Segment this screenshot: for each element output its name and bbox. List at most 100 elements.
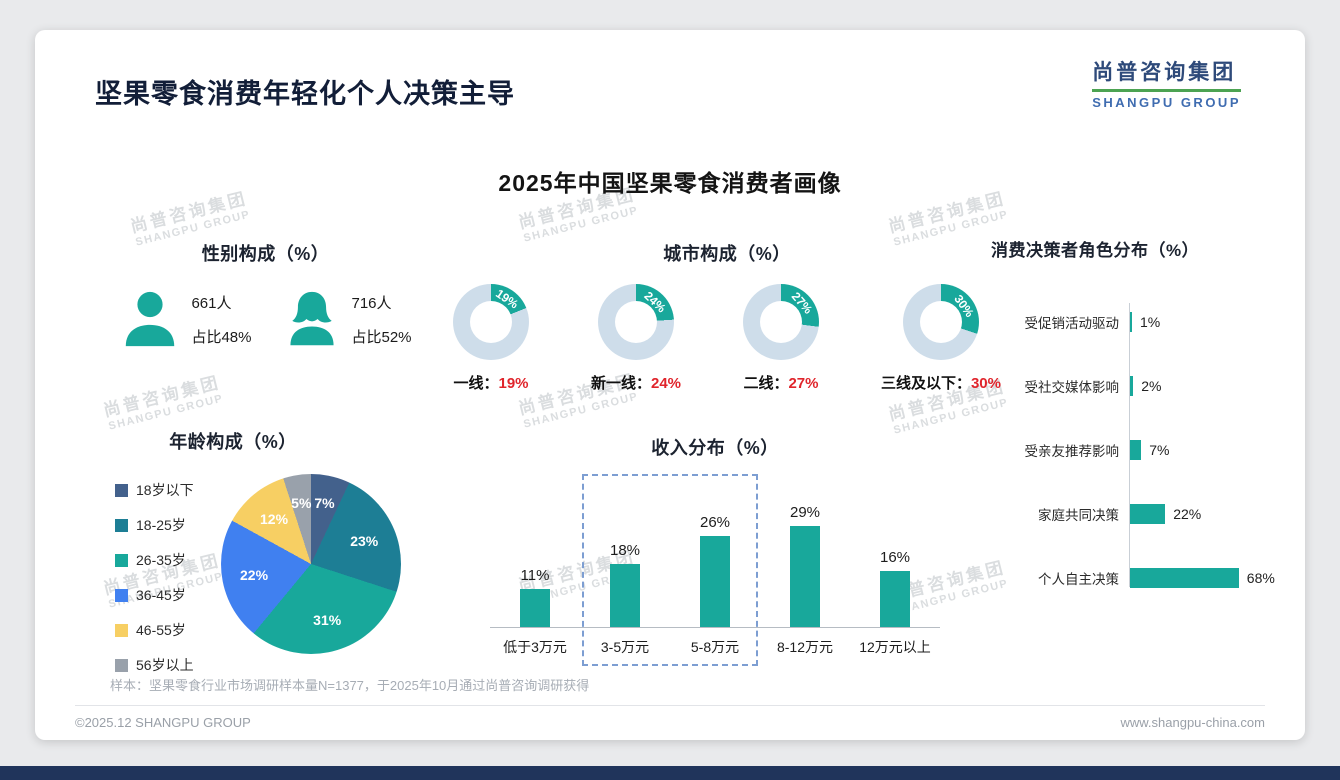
slide-footer: ©2025.12 SHANGPU GROUP www.shangpu-china… [75, 705, 1265, 730]
income-bar-value: 18% [609, 542, 641, 559]
age-legend-label: 36-45岁 [136, 587, 186, 603]
pie-slice-label: 23% [350, 532, 379, 549]
pie-slice-label: 12% [260, 511, 289, 528]
decision-category-label: 受社交媒体影响 [1024, 380, 1120, 395]
footer-website-link[interactable]: www.shangpu-china.com [1120, 715, 1265, 730]
footer-copyright: ©2025.12 SHANGPU GROUP [75, 715, 251, 730]
income-bar-value: 11% [520, 566, 550, 584]
male-texts: 661人 占比48% [191, 292, 251, 347]
age-legend-item: 26-35岁 [115, 550, 194, 570]
pie-slice-label: 7% [314, 495, 335, 512]
gender-items: 661人 占比48% 716人 占比52% [93, 288, 438, 350]
female-count: 716人 [351, 294, 392, 312]
income-bar-chart: 11% 18% 26% 29% 16% 低于3万元 3-5万元 5-8万元 8-12万元 12万… [490, 474, 940, 666]
decision-category-label: 家庭共同决策 [1038, 508, 1119, 523]
age-pie-chart: 7% 23% 31% 22% 12% 5% [221, 474, 401, 654]
donut-hole [919, 301, 962, 343]
decision-axis-line [1129, 303, 1130, 587]
age-legend-label: 18岁以下 [136, 482, 194, 498]
city-donut-caption: 三线及以下：30% [881, 372, 1001, 393]
male-count: 661人 [191, 294, 232, 312]
decision-row: 受促销活动驱动 1% [991, 311, 1309, 333]
city-name: 一线： [453, 375, 499, 392]
city-name: 二线： [743, 375, 789, 392]
income-distribution-section: 收入分布（%） 11% 18% 26% 29% 16% 低于3万元 3-5万元 5-8万元 8… [490, 434, 940, 666]
city-donut-caption: 一线：19% [453, 372, 528, 393]
income-bar [610, 564, 640, 627]
donut-hole [470, 301, 512, 343]
watermark-en-text: SHANGPU GROUP [107, 392, 225, 433]
income-bar-column: 26% [670, 514, 760, 627]
decision-value-label: 22% [1173, 506, 1202, 522]
male-share: 占比48% [191, 328, 252, 346]
income-bar-value: 16% [879, 549, 911, 566]
income-bar [790, 525, 820, 627]
donut-hole [759, 301, 802, 343]
decision-section-title: 消费决策者角色分布（%） [991, 241, 1200, 260]
decision-bar [1130, 312, 1132, 332]
city-section-title: 城市构成（%） [663, 244, 791, 264]
decision-row: 受亲友推荐影响 7% [991, 439, 1309, 461]
city-percent: 27% [788, 375, 819, 392]
income-category-label: 12万元以上 [859, 639, 931, 655]
legend-color-swatch [115, 658, 128, 672]
age-legend-item: 18岁以下 [115, 480, 194, 500]
watermark-en-text: SHANGPU GROUP [522, 204, 640, 245]
donut-chart: 30% [902, 284, 979, 360]
decision-role-section: 消费决策者角色分布（%） 受促销活动驱动 1% 受社交媒体影响 2% 受亲友推荐影响 7%… [991, 236, 1309, 589]
donut-chart: 19% [453, 284, 529, 360]
decision-category-label: 受促销活动驱动 [1024, 316, 1120, 331]
pie-slice-label: 31% [313, 611, 342, 628]
decision-value-label: 2% [1141, 378, 1162, 394]
gender-composition-section: 性别构成（%） 661人 占比48% 716人 占比5 [93, 240, 438, 350]
city-donut-caption: 二线：27% [743, 372, 818, 393]
decision-bar [1130, 568, 1239, 588]
city-donut-item: 30% 三线及以下：30% [881, 284, 1001, 393]
income-category-label: 低于3万元 [503, 639, 567, 655]
decision-bar [1130, 376, 1134, 396]
male-item: 661人 占比48% [119, 288, 252, 350]
decision-rows: 受促销活动驱动 1% 受社交媒体影响 2% 受亲友推荐影响 7% 家庭共同决策 22% 个人自主… [991, 303, 1309, 589]
company-logo: 尚普咨询集团 SHANGPU GROUP [1092, 56, 1241, 110]
sample-note: 样本：坚果零食行业市场调研样本量N=1377，于2025年10月通过尚普咨询调研… [110, 678, 590, 693]
page-title: 坚果零食消费年轻化个人决策主导 [95, 79, 515, 109]
female-item: 716人 占比52% [282, 288, 412, 350]
city-percent: 24% [650, 375, 682, 392]
age-legend-label: 18-25岁 [136, 517, 186, 533]
logo-underline [1092, 89, 1241, 92]
city-donut-caption: 新一线：24% [591, 372, 681, 393]
pie-slice-label: 5% [291, 494, 312, 511]
watermark-en-text: SHANGPU GROUP [522, 390, 640, 431]
donut-chart: 24% [597, 284, 674, 360]
decision-category-label: 受亲友推荐影响 [1024, 444, 1120, 459]
age-legend-label: 56岁以上 [136, 657, 194, 673]
income-bar-column: 29% [760, 503, 850, 627]
donut-chart: 27% [742, 284, 819, 360]
gender-section-title: 性别构成（%） [201, 244, 330, 264]
age-legend-label: 46-55岁 [136, 622, 186, 638]
decision-value-label: 1% [1140, 314, 1161, 330]
bottom-accent-bar [0, 766, 1340, 780]
age-legend-label: 26-35岁 [136, 552, 186, 568]
city-name: 新一线： [590, 375, 651, 392]
logo-cn-text: 尚普咨询集团 [1092, 61, 1237, 84]
city-donut-row: 19% 一线：19% 24% 新一线：24% 27% 二线：27% 30% 三线及以下：30% [453, 284, 1001, 393]
city-percent: 30% [970, 375, 1001, 392]
legend-color-swatch [115, 553, 128, 567]
decision-bar [1130, 440, 1142, 460]
income-category-label: 8-12万元 [776, 639, 834, 655]
male-icon [126, 291, 175, 347]
income-plot-area: 11% 18% 26% 29% 16% [490, 476, 940, 628]
age-section-title: 年龄构成（%） [169, 432, 297, 452]
income-bar-value: 29% [789, 503, 821, 521]
income-section-title: 收入分布（%） [651, 438, 779, 458]
slide-card: 尚普咨询集团 SHANGPU GROUP 尚普咨询集团 SHANGPU GROUP 尚普… [35, 30, 1305, 740]
female-share: 占比52% [351, 328, 412, 346]
income-bar-column: 18% [580, 542, 670, 627]
income-category-label: 3-5万元 [600, 639, 650, 655]
income-category-label: 5-8万元 [690, 639, 740, 655]
female-texts: 716人 占比52% [352, 292, 412, 347]
income-bar [520, 588, 550, 627]
pie-slice-label: 22% [240, 566, 269, 583]
female-icon [289, 291, 334, 346]
